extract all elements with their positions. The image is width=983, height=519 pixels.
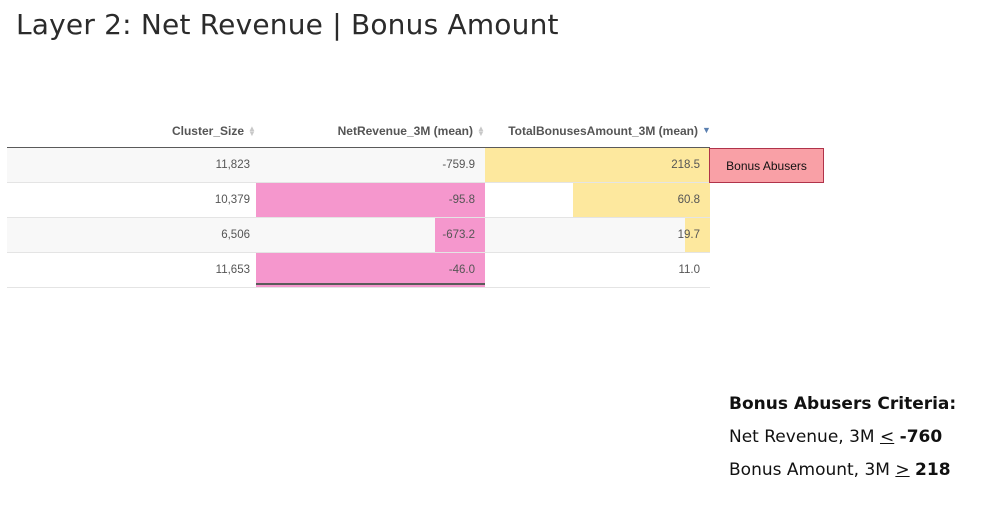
criteria-operator: > [895,460,910,480]
criteria-value: -760 [899,427,943,447]
net-revenue-bottom-border [256,283,485,285]
sort-both-icon[interactable]: ▲ ▼ [477,123,485,138]
bonus-amount-cell: 218.5 [485,148,710,182]
table-row: 11,823 -759.9 218.5 [7,148,710,183]
criteria-box: Bonus Abusers Criteria: Net Revenue, 3M … [729,390,956,489]
table-row: 11,653 -46.0 11.0 [7,253,710,288]
net-revenue-cell: -759.9 [256,148,485,182]
bonus-amount-bar [685,218,710,252]
bonus-amount-cell-value: 218.5 [671,159,700,171]
table-row: 6,506 -673.2 19.7 [7,218,710,253]
net-revenue-cell-value: -95.8 [448,194,475,206]
cluster-size-cell: 11,653 [7,253,256,287]
bonus-amount-cell: 19.7 [485,218,710,252]
bonus-amount-cell-value: 19.7 [677,229,700,241]
bonus-abusers-badge: Bonus Abusers [709,148,824,183]
criteria-label: Net Revenue, 3M [729,427,880,447]
header-label: Cluster_Size [171,123,244,138]
header-net-revenue[interactable]: NetRevenue_3M (mean) ▲ ▼ [256,113,489,148]
criteria-net-revenue: Net Revenue, 3M < -760 [729,423,956,456]
table-row: 10,379 -95.8 60.8 [7,183,710,218]
net-revenue-cell: -673.2 [256,218,485,252]
criteria-label: Bonus Amount, 3M [729,460,896,480]
cluster-table: Cluster_Size ▲ ▼ NetRevenue_3M (mean) ▲ ▼ … [7,113,713,288]
net-revenue-bar [434,218,485,252]
bonus-amount-bar [485,148,710,182]
net-revenue-cell: -46.0 [256,253,485,287]
sort-both-icon[interactable]: ▲ ▼ [248,123,256,138]
bonus-amount-cell-value: 11.0 [678,264,700,276]
bonus-amount-cell: 11.0 [485,253,710,287]
bonus-amount-bar [572,183,710,217]
header-bonus-amount[interactable]: TotalBonusesAmount_3M (mean) ▼ [485,113,713,148]
header-label: NetRevenue_3M (mean) [337,123,473,138]
cluster-size-cell-value: 11,653 [215,264,250,276]
net-revenue-cell: -95.8 [256,183,485,217]
cluster-size-cell: 11,823 [7,148,256,182]
bonus-amount-cell: 60.8 [485,183,710,217]
net-revenue-cell-value: -759.9 [442,159,475,171]
net-revenue-cell-value: -673.2 [442,229,475,241]
cluster-size-cell-value: 10,379 [214,194,250,206]
criteria-value: 218 [915,460,951,480]
net-revenue-cell-value: -46.0 [448,264,475,276]
cluster-size-cell-value: 11,823 [215,159,250,171]
table-body: 11,823 -759.9 218.5 10,379 -95.8 60.8 6,506 -67… [7,148,710,288]
header-cluster-size[interactable]: Cluster_Size ▲ ▼ [7,113,256,148]
table-header: Cluster_Size ▲ ▼ NetRevenue_3M (mean) ▲ ▼ … [7,113,713,149]
criteria-title: Bonus Abusers Criteria: [729,394,957,414]
criteria-operator: < [879,427,895,447]
net-revenue-bar [256,183,485,217]
cluster-size-cell: 6,506 [7,218,256,252]
criteria-bonus-amount: Bonus Amount, 3M > 218 [729,456,956,489]
bonus-amount-cell-value: 60.8 [677,194,700,206]
net-revenue-bar [256,253,485,287]
page-title: Layer 2: Net Revenue | Bonus Amount [16,8,559,41]
cluster-size-cell: 10,379 [7,183,256,217]
header-label: TotalBonusesAmount_3M (mean) [508,123,698,138]
cluster-size-cell-value: 6,506 [221,229,250,241]
sort-desc-icon[interactable]: ▼ [702,125,711,135]
